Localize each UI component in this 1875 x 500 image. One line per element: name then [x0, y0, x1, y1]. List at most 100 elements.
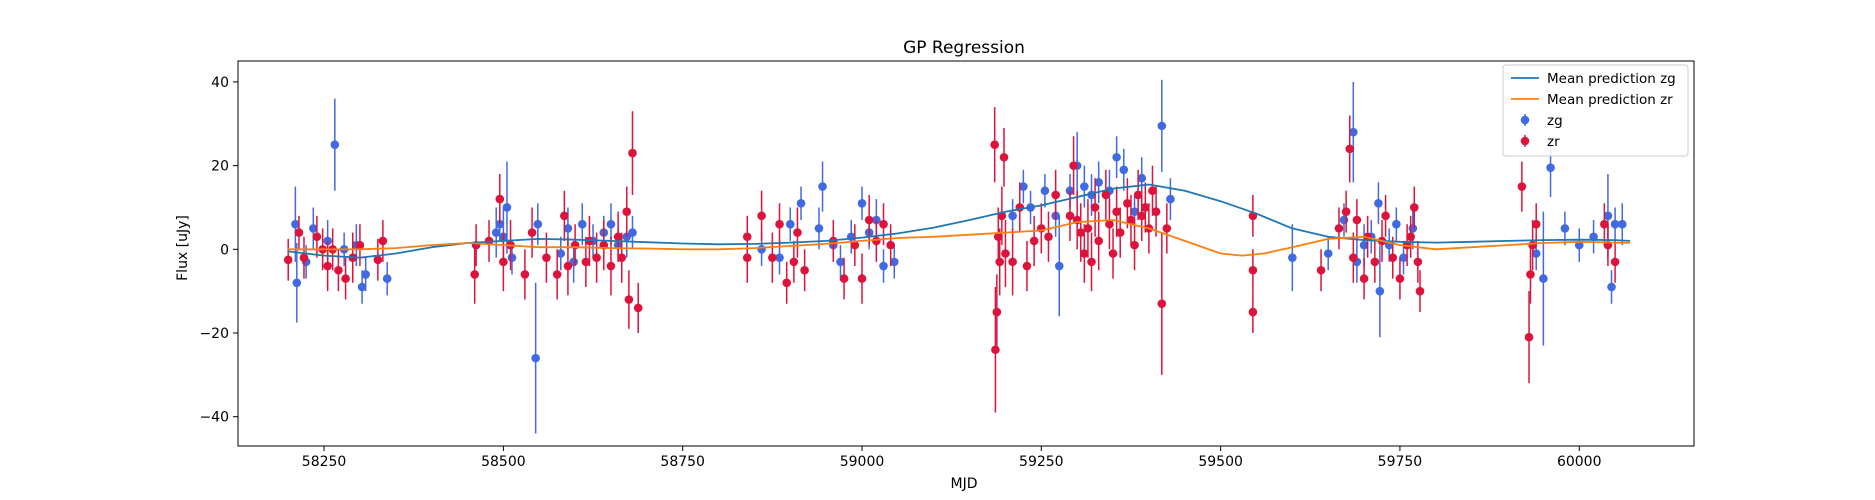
zr-point [283, 255, 293, 265]
zr-point [1065, 211, 1075, 221]
zg-point [606, 219, 616, 229]
zr-point [1112, 207, 1121, 216]
legend-entry: zg [1520, 113, 1563, 129]
zr-point [1316, 265, 1326, 275]
zr-point [499, 257, 508, 267]
zr-point [334, 265, 343, 275]
zr-point [1133, 190, 1143, 200]
zr-point [1090, 203, 1100, 212]
zr-point [793, 228, 802, 237]
x-tick-label: 60000 [1557, 454, 1602, 470]
zg-point [1008, 211, 1017, 221]
zg-point [502, 203, 512, 212]
zg-point [775, 253, 784, 262]
zg-point [1019, 182, 1028, 191]
zg-point [857, 198, 867, 208]
zr-point [1345, 144, 1355, 154]
zr-point [1157, 299, 1167, 309]
zg-point [533, 219, 543, 229]
zr-point [1531, 219, 1541, 229]
zr-point [1349, 253, 1358, 262]
zg-point [1349, 127, 1358, 137]
zr-point [323, 261, 332, 271]
zg-point [1119, 165, 1129, 175]
zr-point [1395, 274, 1405, 283]
y-tick-label: −40 [199, 410, 229, 426]
zr-point [373, 255, 383, 265]
zr-point [1370, 257, 1380, 267]
zr-point [782, 278, 791, 288]
zg-point [1408, 224, 1418, 233]
zr-point [633, 303, 643, 313]
zg-point [1137, 173, 1147, 183]
zg-point [291, 219, 300, 229]
zr-point [1409, 203, 1419, 212]
zr-point [1388, 253, 1398, 262]
zr-point [563, 261, 573, 271]
zg-point [1607, 282, 1616, 292]
zr-point [1415, 286, 1425, 296]
zr-point [1517, 182, 1527, 191]
zg-point [1560, 224, 1570, 233]
legend-entry: zr [1520, 134, 1560, 150]
legend-box [1502, 64, 1689, 157]
series-zg [291, 79, 1627, 434]
y-tick-label: 20 [211, 159, 229, 175]
y-tick-label: −20 [199, 326, 229, 342]
zr-point [1069, 161, 1078, 170]
zr-point [1248, 265, 1258, 275]
zr-point [495, 194, 505, 204]
zg-point [814, 224, 824, 233]
zg-point [1546, 163, 1555, 173]
legend-label: Mean prediction zg [1547, 71, 1676, 87]
zg-point [357, 282, 367, 292]
zr-point [560, 211, 569, 221]
zr-point [1406, 232, 1415, 242]
plot-area [237, 60, 1695, 447]
legend-label: zr [1547, 134, 1560, 150]
zr-point [1001, 249, 1010, 258]
zr-point [1108, 249, 1118, 258]
zr-point [624, 295, 634, 304]
zg-point [1603, 211, 1613, 221]
y-tick-label: 40 [211, 75, 229, 91]
zr-point [757, 211, 766, 221]
zg-point [292, 278, 302, 288]
zr-point [1123, 198, 1132, 208]
zr-point [1610, 257, 1620, 267]
zg-point [361, 270, 370, 279]
zr-point [1076, 228, 1086, 237]
zr-point [1051, 190, 1060, 200]
legend-swatch [1520, 115, 1530, 125]
zg-point [1589, 232, 1598, 242]
zr-point [789, 257, 799, 267]
zg-point [1157, 121, 1167, 131]
zg-point [1392, 219, 1401, 229]
zr-point [991, 345, 1000, 355]
zg-point [1374, 198, 1383, 208]
zr-point [1352, 215, 1362, 225]
zg-point [1610, 219, 1620, 229]
zr-point [1101, 190, 1111, 200]
zr-point [1381, 211, 1390, 221]
x-axis: 58250 58500 58750 59000 59250 59500 59750 60000 [302, 446, 1602, 470]
zr-point [995, 257, 1005, 267]
zr-point [864, 215, 874, 225]
zg-point [556, 249, 566, 258]
zr-point [1094, 236, 1103, 246]
zg-point [1288, 253, 1297, 262]
zr-point [312, 232, 322, 242]
zg-point [1130, 207, 1139, 216]
zg-point [836, 257, 845, 267]
plot-frame [237, 60, 1695, 447]
zg-point [785, 219, 795, 229]
zr-point [1080, 249, 1089, 258]
zg-point [796, 198, 806, 208]
zg-point [628, 228, 637, 237]
zr-point [1341, 207, 1351, 216]
zr-point [992, 307, 1002, 317]
series-line-Mean prediction zr [287, 219, 1631, 257]
zg-point [491, 228, 501, 237]
zg-point [1375, 286, 1385, 296]
